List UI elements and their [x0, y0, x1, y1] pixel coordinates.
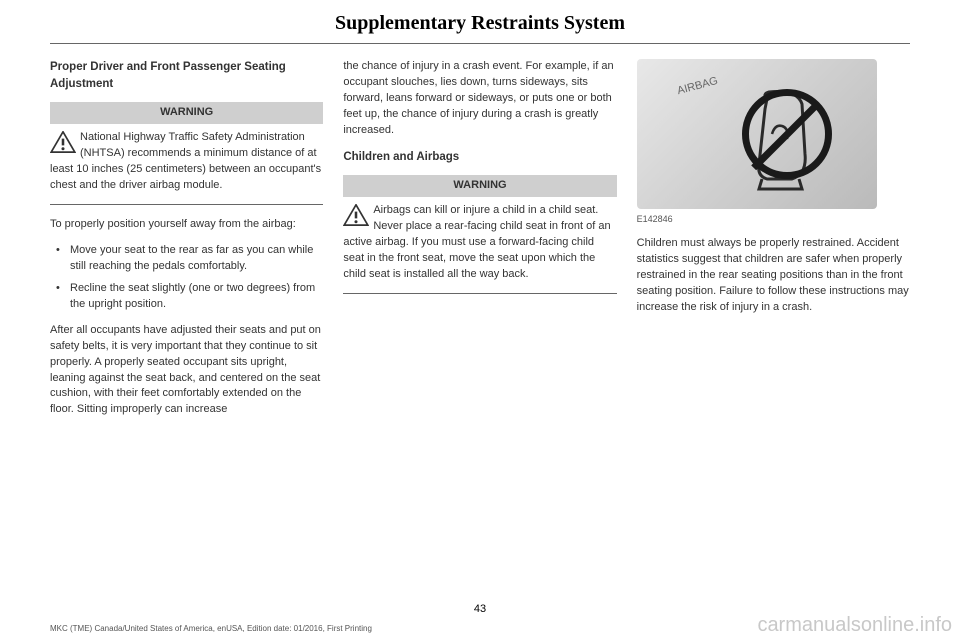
watermark: carmanualsonline.info: [757, 614, 952, 637]
intro-text: To properly position yourself away from …: [50, 217, 323, 233]
column-3: AIRBAG E142846 Children must always be p…: [637, 59, 910, 428]
figure-no-childseat: AIRBAG: [637, 59, 877, 209]
list-item: • Move your seat to the rear as far as y…: [50, 243, 323, 275]
warning-label: WARNING: [50, 102, 323, 124]
content-columns: Proper Driver and Front Passenger Seatin…: [0, 59, 960, 428]
bullet-text: Recline the seat slightly (one or two de…: [70, 281, 323, 313]
warning-triangle-icon: [50, 131, 76, 153]
column-2: the chance of injury in a crash event. F…: [343, 59, 616, 428]
warning-text: National Highway Traffic Safety Administ…: [50, 130, 323, 194]
airbag-label: AIRBAG: [675, 74, 719, 100]
warning-text: Airbags can kill or injure a child in a …: [343, 203, 616, 283]
warning-block: National Highway Traffic Safety Administ…: [50, 130, 323, 205]
section-heading: Children and Airbags: [343, 149, 616, 166]
body-text: Children must always be properly restrai…: [637, 236, 910, 316]
bullet-text: Move your seat to the rear as far as you…: [70, 243, 323, 275]
warning-body: National Highway Traffic Safety Administ…: [50, 131, 321, 191]
page-title: Supplementary Restraints System: [50, 0, 910, 44]
bullet-icon: •: [50, 281, 70, 313]
body-text: the chance of injury in a crash event. F…: [343, 59, 616, 139]
bullet-icon: •: [50, 243, 70, 275]
footer-print-info: MKC (TME) Canada/United States of Americ…: [50, 624, 372, 633]
list-item: • Recline the seat slightly (one or two …: [50, 281, 323, 313]
figure-id: E142846: [637, 213, 910, 226]
section-heading: Proper Driver and Front Passenger Seatin…: [50, 59, 323, 92]
warning-triangle-icon: [343, 204, 369, 226]
warning-label: WARNING: [343, 175, 616, 197]
warning-body: Airbags can kill or injure a child in a …: [343, 204, 610, 280]
column-1: Proper Driver and Front Passenger Seatin…: [50, 59, 323, 428]
bullet-list: • Move your seat to the rear as far as y…: [50, 243, 323, 313]
warning-block: Airbags can kill or injure a child in a …: [343, 203, 616, 294]
body-text: After all occupants have adjusted their …: [50, 323, 323, 419]
